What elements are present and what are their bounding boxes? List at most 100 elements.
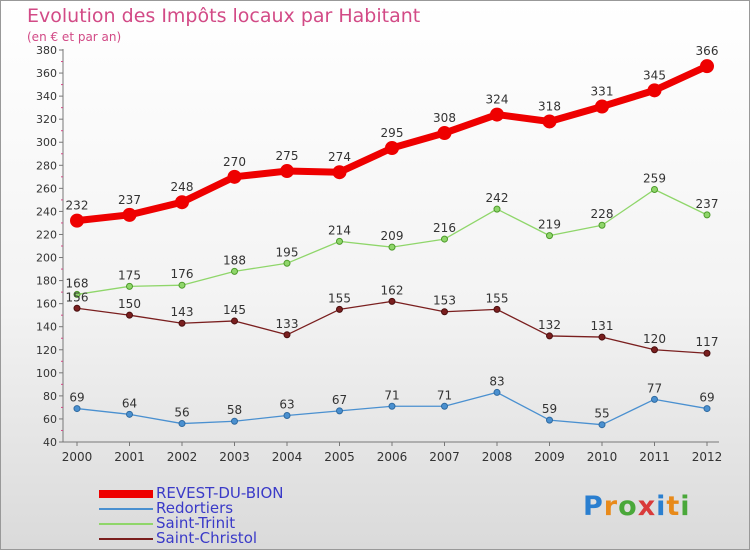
y-tick-label: 340 bbox=[36, 90, 57, 103]
data-label: 133 bbox=[276, 317, 299, 331]
x-tick-label: 2001 bbox=[114, 450, 145, 464]
data-point bbox=[336, 237, 343, 245]
data-label: 67 bbox=[332, 393, 347, 407]
data-point bbox=[283, 411, 291, 419]
y-tick-label: 320 bbox=[36, 113, 57, 126]
data-label: 55 bbox=[594, 407, 609, 421]
data-point bbox=[647, 83, 662, 98]
data-point bbox=[388, 402, 396, 410]
data-point bbox=[651, 346, 658, 354]
brand-letter: i bbox=[680, 491, 691, 522]
data-point bbox=[598, 333, 606, 341]
data-label: 259 bbox=[643, 172, 666, 186]
x-tick-label: 2008 bbox=[482, 450, 513, 464]
data-label: 176 bbox=[171, 267, 194, 281]
data-label: 228 bbox=[591, 207, 614, 221]
data-point bbox=[598, 421, 606, 429]
data-point bbox=[126, 282, 133, 290]
data-point bbox=[441, 402, 448, 410]
y-tick-label: 140 bbox=[36, 321, 57, 334]
data-label: 64 bbox=[122, 396, 137, 410]
legend-swatch bbox=[99, 523, 153, 525]
y-tick-label: 260 bbox=[36, 182, 57, 195]
data-point bbox=[493, 305, 501, 313]
data-point bbox=[703, 405, 711, 413]
data-label: 270 bbox=[223, 155, 246, 169]
data-label: 153 bbox=[433, 294, 456, 308]
data-point bbox=[490, 107, 504, 122]
data-label: 168 bbox=[66, 276, 89, 290]
data-label: 150 bbox=[118, 297, 141, 311]
data-point bbox=[385, 141, 399, 155]
y-tick-label: 200 bbox=[36, 252, 57, 265]
data-point bbox=[651, 395, 658, 403]
x-tick-label: 2002 bbox=[167, 450, 198, 464]
x-tick-label: 2004 bbox=[272, 450, 303, 464]
data-point bbox=[73, 304, 81, 312]
data-point bbox=[703, 349, 711, 357]
data-point bbox=[437, 126, 452, 141]
data-point bbox=[178, 420, 186, 428]
data-point bbox=[336, 305, 343, 313]
data-label: 71 bbox=[384, 388, 399, 402]
y-tick-label: 380 bbox=[36, 44, 57, 57]
data-label: 155 bbox=[486, 291, 509, 305]
data-point bbox=[231, 417, 238, 425]
data-point bbox=[126, 311, 133, 319]
data-point bbox=[126, 410, 133, 418]
data-point bbox=[441, 308, 448, 316]
data-point bbox=[441, 235, 448, 243]
y-tick-label: 300 bbox=[36, 136, 57, 149]
x-tick-label: 2003 bbox=[219, 450, 250, 464]
data-label: 156 bbox=[66, 290, 89, 304]
legend-label: REVEST-DU-BION bbox=[156, 484, 284, 502]
brand-letter: o bbox=[618, 491, 638, 522]
y-tick-label: 240 bbox=[36, 205, 57, 218]
data-label: 175 bbox=[118, 268, 141, 282]
x-tick-label: 2006 bbox=[377, 450, 408, 464]
x-tick-label: 2009 bbox=[534, 450, 565, 464]
data-label: 69 bbox=[69, 391, 84, 405]
data-label: 58 bbox=[227, 403, 242, 417]
data-point bbox=[651, 186, 658, 194]
data-point bbox=[546, 232, 553, 240]
data-label: 366 bbox=[696, 44, 719, 58]
data-label: 345 bbox=[643, 68, 666, 82]
data-label: 71 bbox=[437, 388, 452, 402]
brand-letter: t bbox=[666, 491, 681, 522]
data-label: 143 bbox=[171, 305, 194, 319]
data-point bbox=[178, 319, 186, 327]
data-label: 275 bbox=[276, 149, 299, 163]
data-point bbox=[231, 317, 238, 325]
data-label: 83 bbox=[489, 374, 504, 388]
chart-subtitle: (en € et par an) bbox=[27, 30, 122, 44]
legend-label: Saint-Trinit bbox=[156, 514, 236, 532]
data-point bbox=[703, 211, 711, 219]
y-tick-label: 100 bbox=[36, 367, 57, 380]
data-label: 63 bbox=[279, 397, 294, 411]
data-label: 324 bbox=[486, 93, 509, 107]
data-label: 214 bbox=[328, 223, 351, 237]
x-tick-label: 2010 bbox=[587, 450, 618, 464]
data-point bbox=[175, 195, 189, 210]
data-label: 131 bbox=[591, 319, 614, 333]
data-point bbox=[493, 205, 501, 213]
data-label: 188 bbox=[223, 253, 246, 267]
x-tick-label: 2007 bbox=[429, 450, 460, 464]
data-point bbox=[595, 99, 609, 114]
data-point bbox=[598, 221, 606, 229]
data-point bbox=[388, 243, 396, 251]
data-label: 237 bbox=[118, 193, 141, 207]
data-point bbox=[70, 213, 84, 228]
data-label: 120 bbox=[643, 332, 666, 346]
x-tick-label: 2012 bbox=[692, 450, 723, 464]
data-label: 308 bbox=[433, 111, 456, 125]
data-point bbox=[280, 164, 294, 179]
data-label: 274 bbox=[328, 150, 351, 164]
brand-letter: x bbox=[637, 491, 657, 522]
y-tick-label: 80 bbox=[43, 390, 57, 403]
data-point bbox=[231, 267, 238, 275]
data-label: 232 bbox=[66, 199, 89, 213]
